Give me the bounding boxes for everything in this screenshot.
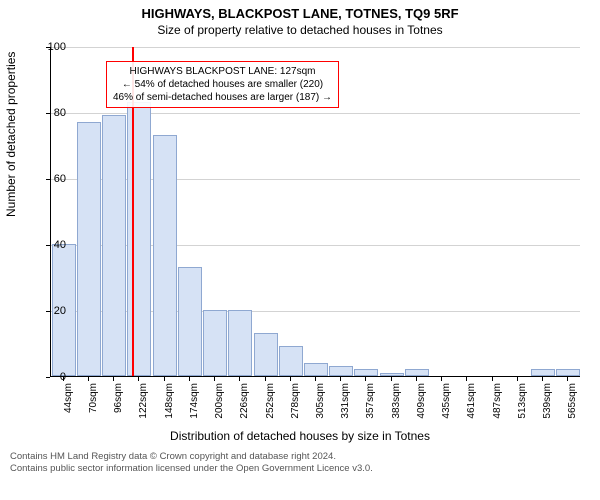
x-tick-mark xyxy=(265,377,266,381)
y-tick-mark xyxy=(46,311,50,312)
footer: Contains HM Land Registry data © Crown c… xyxy=(0,447,600,476)
y-tick-mark xyxy=(46,245,50,246)
x-tick-label: 539sqm xyxy=(542,383,553,433)
x-tick-label: 383sqm xyxy=(391,383,402,433)
x-tick-mark xyxy=(113,377,114,381)
annotation-line2: ← 54% of detached houses are smaller (22… xyxy=(113,78,332,91)
x-tick-label: 70sqm xyxy=(88,383,99,433)
x-tick-label: 487sqm xyxy=(492,383,503,433)
x-tick-mark xyxy=(391,377,392,381)
bar xyxy=(556,369,580,376)
bar xyxy=(304,363,328,376)
gridline xyxy=(51,47,580,48)
y-tick-label: 0 xyxy=(36,371,66,383)
x-tick-label: 305sqm xyxy=(315,383,326,433)
bar xyxy=(203,310,227,376)
x-tick-label: 461sqm xyxy=(466,383,477,433)
x-tick-label: 278sqm xyxy=(290,383,301,433)
main-title: HIGHWAYS, BLACKPOST LANE, TOTNES, TQ9 5R… xyxy=(0,0,600,21)
x-tick-label: 44sqm xyxy=(63,383,74,433)
y-tick-label: 80 xyxy=(36,107,66,119)
bar xyxy=(254,333,278,376)
x-tick-mark xyxy=(340,377,341,381)
bar xyxy=(228,310,252,376)
x-tick-label: 122sqm xyxy=(138,383,149,433)
x-tick-mark xyxy=(290,377,291,381)
x-tick-label: 148sqm xyxy=(164,383,175,433)
x-tick-label: 357sqm xyxy=(365,383,376,433)
x-tick-label: 565sqm xyxy=(567,383,578,433)
footer-line2: Contains public sector information licen… xyxy=(10,463,590,475)
x-tick-mark xyxy=(416,377,417,381)
x-tick-mark xyxy=(214,377,215,381)
chart-container: Number of detached properties HIGHWAYS B… xyxy=(0,37,600,447)
x-tick-label: 174sqm xyxy=(189,383,200,433)
x-tick-mark xyxy=(517,377,518,381)
x-tick-mark xyxy=(492,377,493,381)
y-tick-label: 20 xyxy=(36,305,66,317)
x-tick-label: 200sqm xyxy=(214,383,225,433)
bar xyxy=(153,135,177,376)
bar xyxy=(531,369,555,376)
x-tick-mark xyxy=(138,377,139,381)
x-tick-mark xyxy=(63,377,64,381)
x-tick-mark xyxy=(189,377,190,381)
x-tick-mark xyxy=(239,377,240,381)
x-axis-label: Distribution of detached houses by size … xyxy=(0,429,600,443)
x-tick-mark xyxy=(441,377,442,381)
bar xyxy=(77,122,101,376)
x-tick-mark xyxy=(567,377,568,381)
bar xyxy=(405,369,429,376)
x-tick-label: 252sqm xyxy=(265,383,276,433)
bar xyxy=(102,115,126,376)
bar xyxy=(178,267,202,376)
x-tick-mark xyxy=(542,377,543,381)
y-tick-mark xyxy=(46,179,50,180)
y-tick-label: 100 xyxy=(36,41,66,53)
sub-title: Size of property relative to detached ho… xyxy=(0,21,600,37)
plot-area: HIGHWAYS BLACKPOST LANE: 127sqm← 54% of … xyxy=(50,47,580,377)
x-tick-mark xyxy=(466,377,467,381)
x-tick-mark xyxy=(365,377,366,381)
footer-line1: Contains HM Land Registry data © Crown c… xyxy=(10,451,590,463)
y-axis-label: Number of detached properties xyxy=(4,52,18,217)
bar xyxy=(354,369,378,376)
y-tick-mark xyxy=(46,47,50,48)
y-tick-mark xyxy=(46,113,50,114)
x-tick-label: 409sqm xyxy=(416,383,427,433)
annotation-box: HIGHWAYS BLACKPOST LANE: 127sqm← 54% of … xyxy=(106,61,339,108)
x-tick-label: 513sqm xyxy=(517,383,528,433)
annotation-line3: 46% of semi-detached houses are larger (… xyxy=(113,91,332,104)
x-tick-label: 96sqm xyxy=(113,383,124,433)
x-tick-mark xyxy=(315,377,316,381)
y-tick-mark xyxy=(46,377,50,378)
annotation-line1: HIGHWAYS BLACKPOST LANE: 127sqm xyxy=(113,65,332,78)
x-tick-label: 331sqm xyxy=(340,383,351,433)
x-tick-label: 435sqm xyxy=(441,383,452,433)
x-tick-mark xyxy=(88,377,89,381)
y-tick-label: 60 xyxy=(36,173,66,185)
x-tick-mark xyxy=(164,377,165,381)
y-tick-label: 40 xyxy=(36,239,66,251)
bar xyxy=(380,373,404,376)
x-tick-label: 226sqm xyxy=(239,383,250,433)
bar xyxy=(279,346,303,376)
bar xyxy=(329,366,353,376)
